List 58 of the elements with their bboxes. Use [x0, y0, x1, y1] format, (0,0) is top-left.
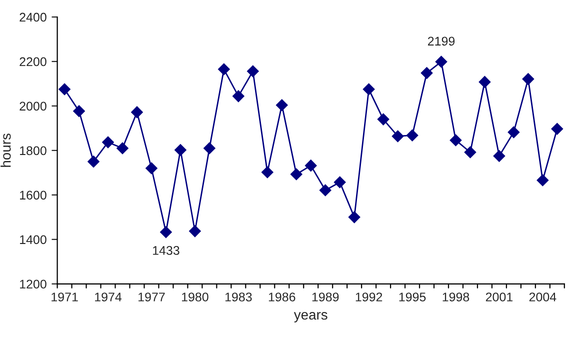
x-tick-label: 1989	[312, 292, 339, 302]
x-tick-label: 1986	[268, 292, 296, 302]
annotation: 1433	[153, 246, 180, 255]
point	[131, 106, 143, 118]
x-tick-label: 1992	[356, 292, 382, 302]
point	[73, 105, 85, 118]
x-tick-label: 1998	[442, 292, 470, 302]
point	[246, 65, 259, 78]
x-tick-label: 1983	[225, 292, 252, 302]
point	[406, 129, 418, 142]
x-axis-title: years	[294, 312, 328, 322]
point	[334, 176, 346, 188]
x-tick-label: 1980	[182, 292, 208, 302]
x-tick-label: 1977	[138, 292, 165, 302]
x-tick-label: 1995	[399, 292, 426, 302]
point	[88, 156, 100, 168]
point	[174, 144, 186, 156]
x-tick-label: 2004	[529, 292, 556, 302]
point	[319, 184, 332, 196]
point	[276, 99, 288, 111]
point	[435, 56, 448, 68]
point	[304, 160, 317, 172]
point	[377, 113, 390, 126]
point	[58, 83, 70, 96]
point	[536, 174, 549, 186]
annotation: 2199	[428, 36, 455, 46]
point	[522, 73, 534, 85]
y-tick-label: 2200	[20, 57, 46, 66]
point	[116, 142, 128, 154]
point	[420, 67, 433, 79]
y-axis-title: hours	[0, 134, 11, 167]
x-tick-label: 1971	[52, 292, 78, 302]
point	[493, 150, 506, 162]
point	[348, 211, 360, 224]
point	[551, 122, 564, 135]
x-tick-label: 2001	[486, 292, 512, 302]
y-tick-label: 2400	[20, 12, 46, 22]
y-tick-label: 1400	[20, 235, 46, 244]
y-tick-label: 1800	[20, 146, 46, 156]
point	[189, 225, 201, 238]
point	[450, 134, 462, 146]
point	[392, 130, 404, 142]
x-tick-label: 1974	[95, 292, 122, 302]
point	[290, 168, 302, 180]
point	[146, 162, 158, 174]
point	[102, 136, 114, 148]
point	[232, 90, 244, 102]
y-tick-label: 2000	[20, 102, 46, 111]
y-tick-label: 1200	[20, 280, 46, 289]
point	[160, 226, 172, 238]
point	[218, 63, 230, 76]
y-tick-label: 1600	[20, 190, 46, 200]
point	[478, 76, 491, 88]
point	[362, 83, 375, 96]
point	[261, 166, 274, 178]
point	[204, 142, 216, 154]
point	[508, 126, 520, 138]
point	[464, 146, 476, 158]
